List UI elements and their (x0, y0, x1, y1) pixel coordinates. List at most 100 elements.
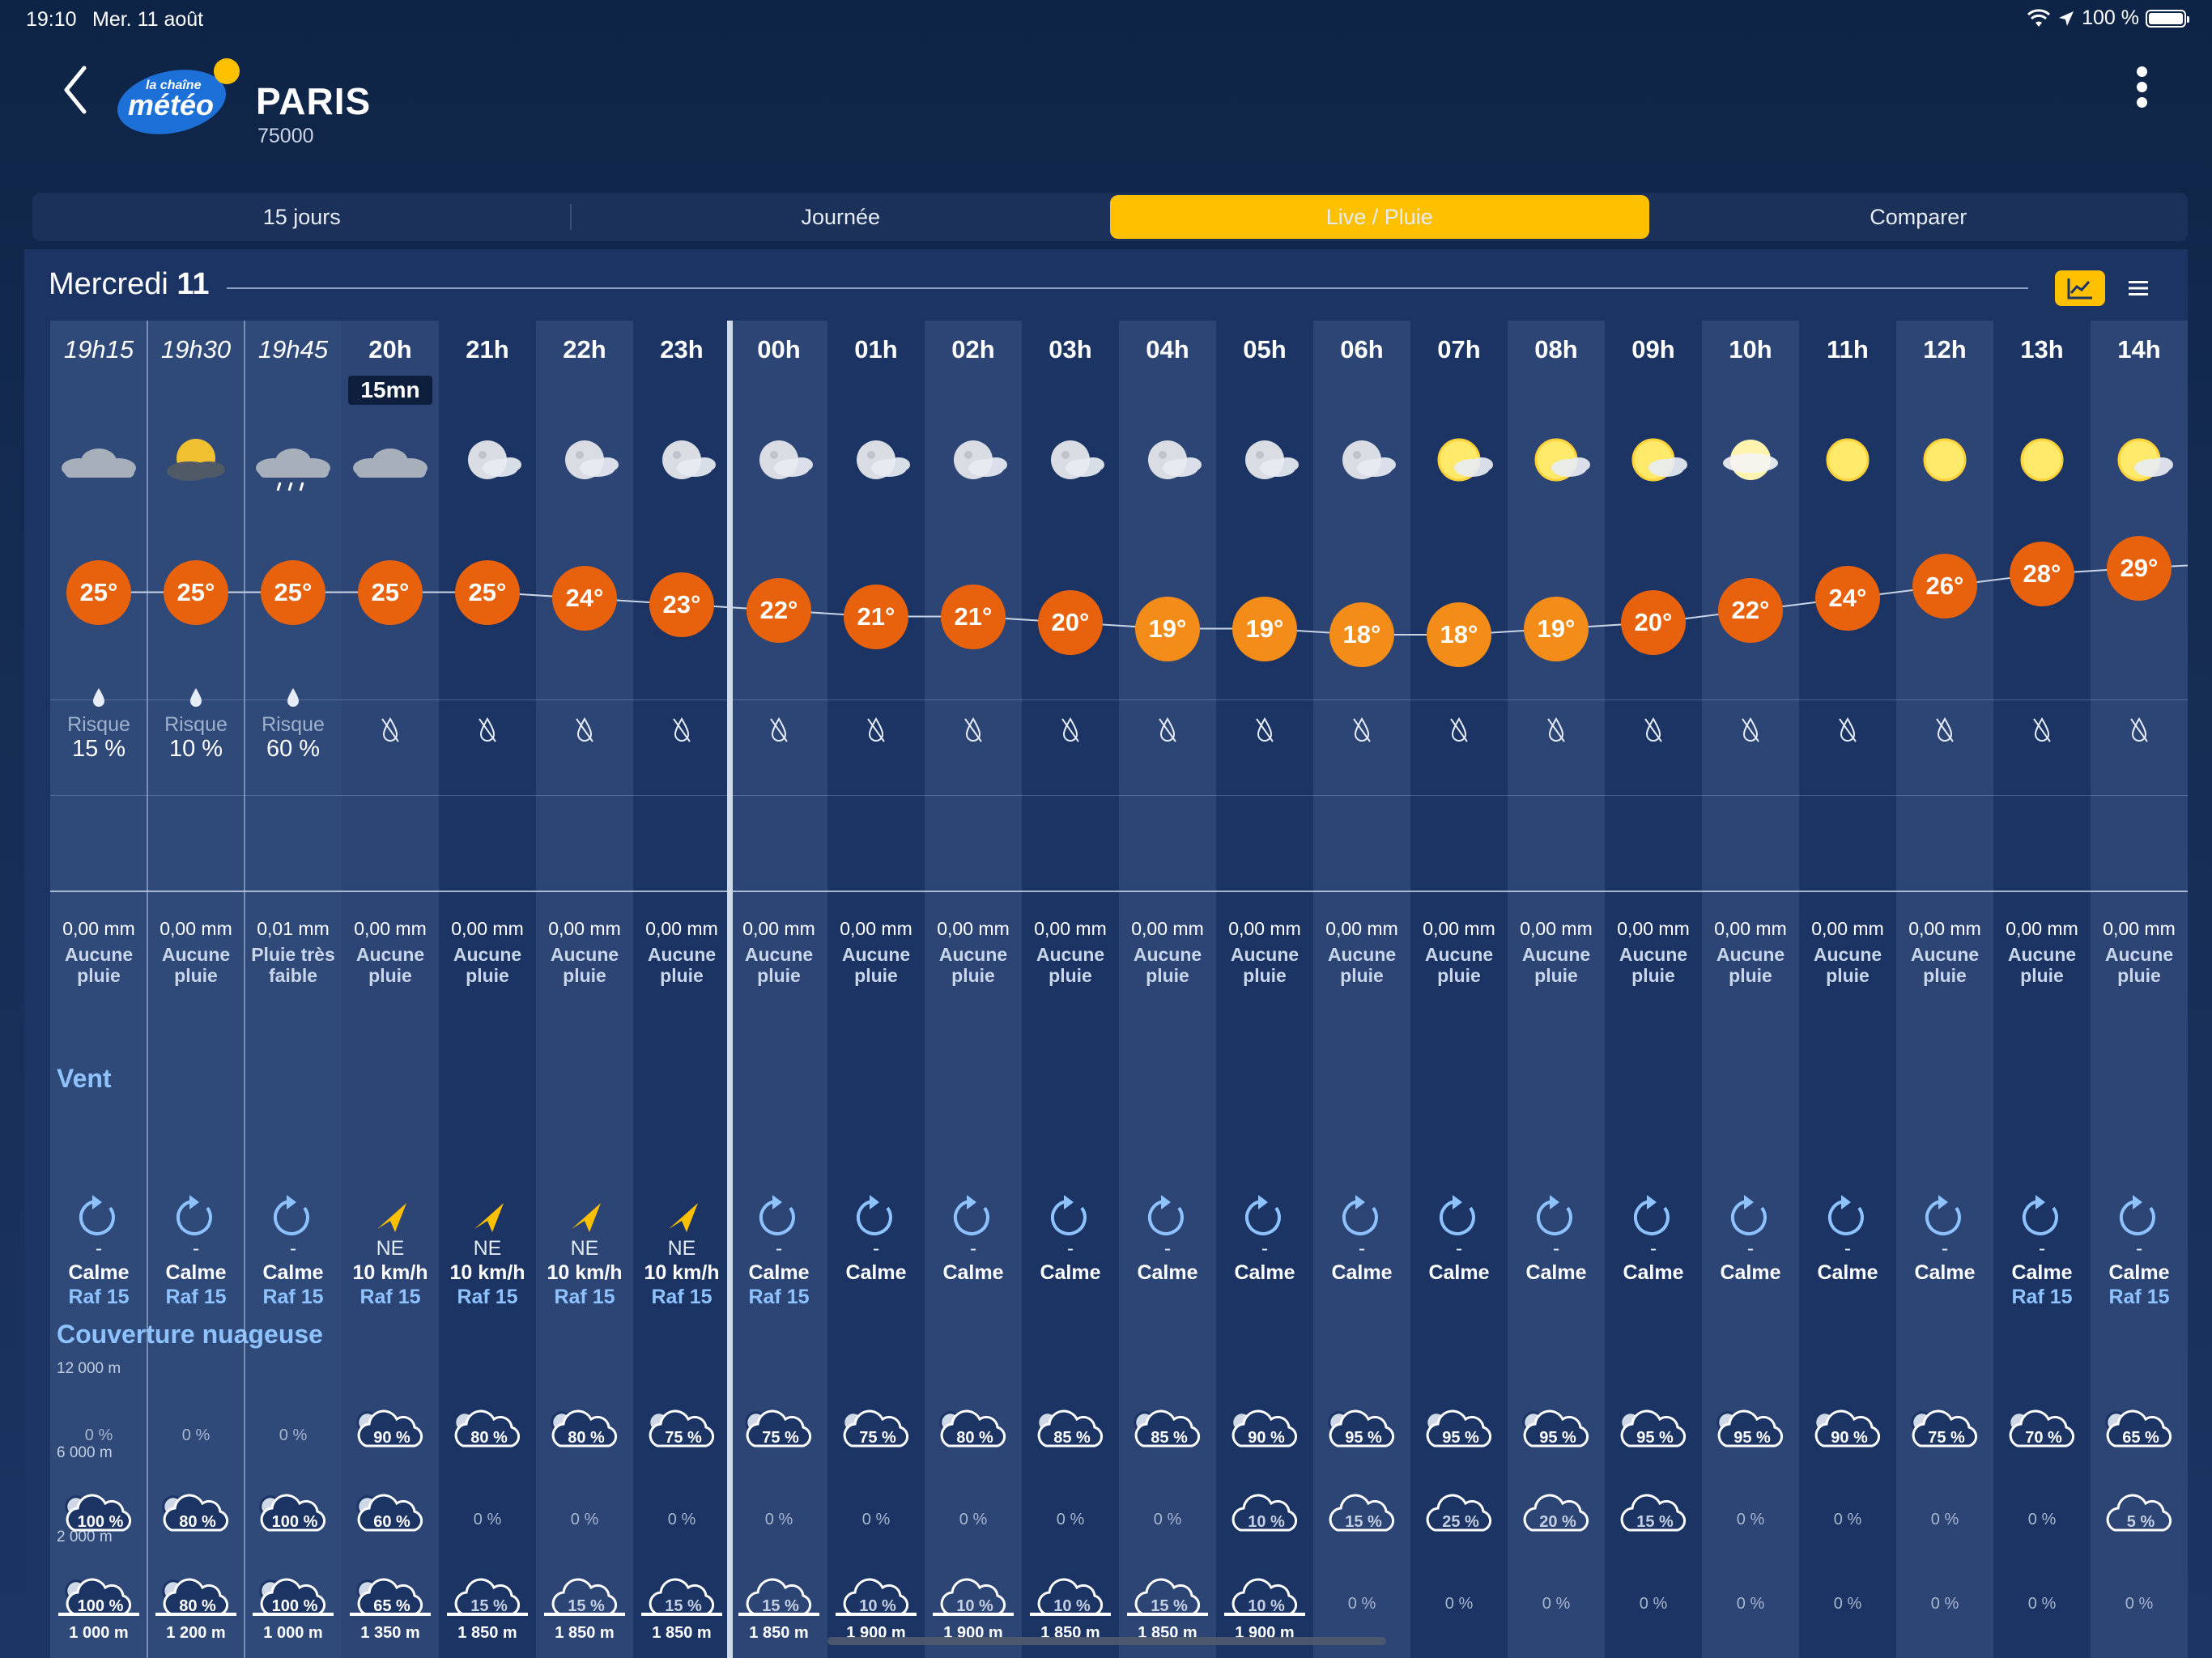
moon-cloud-icon (1342, 440, 1396, 479)
wind-gust: Raf 15 (748, 1286, 810, 1308)
cloud-base-value: 1 850 m (652, 1624, 712, 1642)
forecast-grid[interactable]: Vent Couverture nuageuse 12 000 m 6 000 … (50, 321, 2188, 1658)
cloud-mid-icon: 5 % (2106, 1494, 2172, 1532)
hour-label: 05h (1243, 335, 1287, 363)
no-rain-icon (925, 716, 1022, 747)
wind-speed: Calme (165, 1261, 227, 1284)
rain-amount: 0,00 mm (1617, 918, 1690, 939)
forecast-column[interactable] (245, 321, 342, 1658)
moon-cloud-icon (759, 440, 813, 479)
status-right: 100 % (2027, 6, 2189, 30)
tab-journee[interactable]: Journée (801, 204, 881, 229)
calm-wind-icon (827, 1192, 925, 1240)
hour-label: 02h (951, 335, 995, 363)
calm-wind-icon (730, 1192, 827, 1240)
cloud-mid-icon: 80 % (162, 1494, 228, 1532)
moon-cloud-icon (1051, 440, 1104, 479)
cloud-low-icon: 15 % (551, 1578, 617, 1616)
cloud-mid-value: 0 % (1736, 1511, 1765, 1528)
cloud-cover-value: 10 % (1053, 1597, 1091, 1615)
cloud-mid-icon: 60 % (356, 1494, 423, 1532)
hour-label: 22h (563, 335, 606, 363)
cloud-low-icon: 15 % (454, 1578, 520, 1616)
cloud-high-icon: 90 % (1231, 1409, 1297, 1448)
wind-speed: Calme (1040, 1261, 1101, 1284)
cloud-high-icon: 95 % (1425, 1409, 1491, 1448)
calm-wind-icon (1799, 1192, 1896, 1240)
rain-description: Aucune pluie (1230, 944, 1300, 986)
rain-description: Aucune pluie (1619, 944, 1688, 986)
cloud-base-bar (933, 1613, 1014, 1616)
list-view-button[interactable] (2113, 270, 2163, 306)
wind-speed: Calme (942, 1261, 1004, 1284)
more-menu-icon[interactable] (2128, 62, 2155, 118)
cloud-cover-value: 10 % (1248, 1513, 1285, 1531)
cloud-cover-value: 15 % (665, 1597, 702, 1615)
temperature-badge: 21° (941, 584, 1006, 649)
cloud-mid-value: 0 % (570, 1511, 599, 1528)
risk-value: 15 % (71, 736, 126, 762)
hour-label: 06h (1340, 335, 1384, 363)
tab-live-pluie[interactable]: Live / Pluie (1110, 195, 1649, 239)
wind-direction: - (1163, 1237, 1172, 1260)
no-rain-icon (1799, 716, 1896, 747)
cloud-cover-value: 10 % (1248, 1597, 1285, 1615)
rain-description: Aucune pluie (2007, 944, 2077, 986)
rain-description: Aucune pluie (1424, 944, 1494, 986)
rain-description: Aucune pluie (647, 944, 717, 986)
temperature-badge: 25° (358, 559, 423, 625)
sun-veiled-icon (1723, 440, 1778, 480)
no-rain-icon (1605, 716, 1702, 747)
back-chevron-icon[interactable] (57, 62, 97, 118)
no-rain-icon (1896, 716, 1993, 747)
grid-line (50, 699, 2188, 700)
wind-direction-arrow-icon (342, 1192, 439, 1240)
wind-gust: Raf 15 (2108, 1286, 2170, 1308)
cloud-low-icon: 100 % (259, 1578, 325, 1616)
quarter-hour-badge[interactable]: 15mn (348, 376, 432, 405)
header: la chaîne météo PARIS 75000 (0, 37, 2212, 191)
forecast-column[interactable] (147, 321, 245, 1658)
battery-icon (2146, 9, 2189, 28)
hour-label: 01h (854, 335, 898, 363)
cloud-low-value: 0 % (1930, 1595, 1959, 1613)
cloud-base-bar (1224, 1613, 1305, 1616)
cloud-cover-value: 80 % (568, 1429, 605, 1447)
no-rain-icon (730, 716, 827, 747)
wind-direction-arrow-icon (439, 1192, 536, 1240)
wind-direction: - (1844, 1237, 1852, 1260)
rain-description: Aucune pluie (355, 944, 425, 986)
wind-direction: - (1066, 1237, 1074, 1260)
wind-direction: - (1941, 1237, 1949, 1260)
calm-wind-icon (50, 1192, 147, 1240)
wind-speed: 10 km/h (352, 1261, 428, 1284)
cloud-cover-value: 15 % (1151, 1597, 1188, 1615)
cloud-low-icon: 15 % (649, 1578, 714, 1616)
rain-amount: 0,00 mm (1423, 918, 1495, 939)
moon-cloud-dark-icon (167, 439, 225, 481)
forecast-column[interactable] (50, 321, 147, 1658)
sun-cloud-icon (2117, 438, 2173, 482)
rain-amount: 0,00 mm (1228, 918, 1301, 939)
tab-comparer[interactable]: Comparer (1870, 204, 1967, 229)
no-rain-icon (536, 716, 633, 747)
cloud-base-value: 1 000 m (69, 1624, 129, 1642)
temperature-badge: 20° (1038, 590, 1103, 655)
calm-wind-icon (925, 1192, 1022, 1240)
cloud-mid-value: 0 % (2027, 1511, 2057, 1528)
hour-label: 03h (1049, 335, 1092, 363)
hour-label: 12h (1923, 335, 1967, 363)
day-number: 11 (177, 267, 210, 301)
cloud-cover-value: 5 % (2127, 1513, 2155, 1531)
current-time-line (727, 321, 733, 1658)
postal-code: 75000 (257, 125, 314, 147)
hour-label: 19h45 (257, 335, 329, 363)
temperature-badge: 25° (66, 559, 131, 625)
cloud-cover-value: 10 % (956, 1597, 993, 1615)
chart-view-button[interactable] (2055, 270, 2105, 306)
tab-15-jours[interactable]: 15 jours (32, 193, 572, 241)
cloud-cover-value: 75 % (665, 1429, 702, 1447)
calm-wind-icon (1216, 1192, 1313, 1240)
wind-direction: - (95, 1237, 103, 1260)
